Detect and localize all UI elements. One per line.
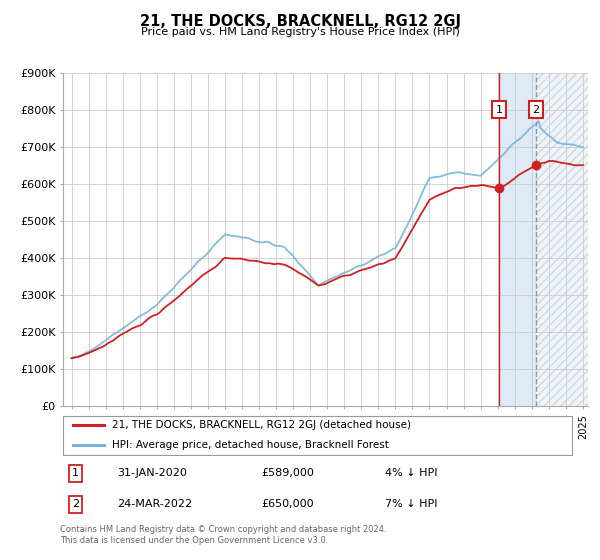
- Text: HPI: Average price, detached house, Bracknell Forest: HPI: Average price, detached house, Brac…: [112, 441, 388, 450]
- Text: 1: 1: [72, 468, 79, 478]
- Text: 1: 1: [496, 105, 503, 115]
- Text: £650,000: £650,000: [261, 500, 314, 509]
- Bar: [536, 73, 588, 406]
- FancyBboxPatch shape: [62, 416, 572, 455]
- Text: 24-MAR-2022: 24-MAR-2022: [117, 500, 192, 509]
- Text: 21, THE DOCKS, BRACKNELL, RG12 2GJ (detached house): 21, THE DOCKS, BRACKNELL, RG12 2GJ (deta…: [112, 421, 410, 430]
- Text: 21, THE DOCKS, BRACKNELL, RG12 2GJ: 21, THE DOCKS, BRACKNELL, RG12 2GJ: [139, 14, 461, 29]
- Text: 7% ↓ HPI: 7% ↓ HPI: [385, 500, 437, 509]
- Text: Price paid vs. HM Land Registry's House Price Index (HPI): Price paid vs. HM Land Registry's House …: [140, 27, 460, 37]
- Text: 2: 2: [72, 500, 79, 509]
- Text: Contains HM Land Registry data © Crown copyright and database right 2024.
This d: Contains HM Land Registry data © Crown c…: [60, 525, 386, 545]
- Text: 2: 2: [532, 105, 539, 115]
- Text: £589,000: £589,000: [261, 468, 314, 478]
- Bar: [499, 73, 588, 406]
- Text: 4% ↓ HPI: 4% ↓ HPI: [385, 468, 437, 478]
- Bar: [536, 73, 588, 406]
- Text: 31-JAN-2020: 31-JAN-2020: [117, 468, 187, 478]
